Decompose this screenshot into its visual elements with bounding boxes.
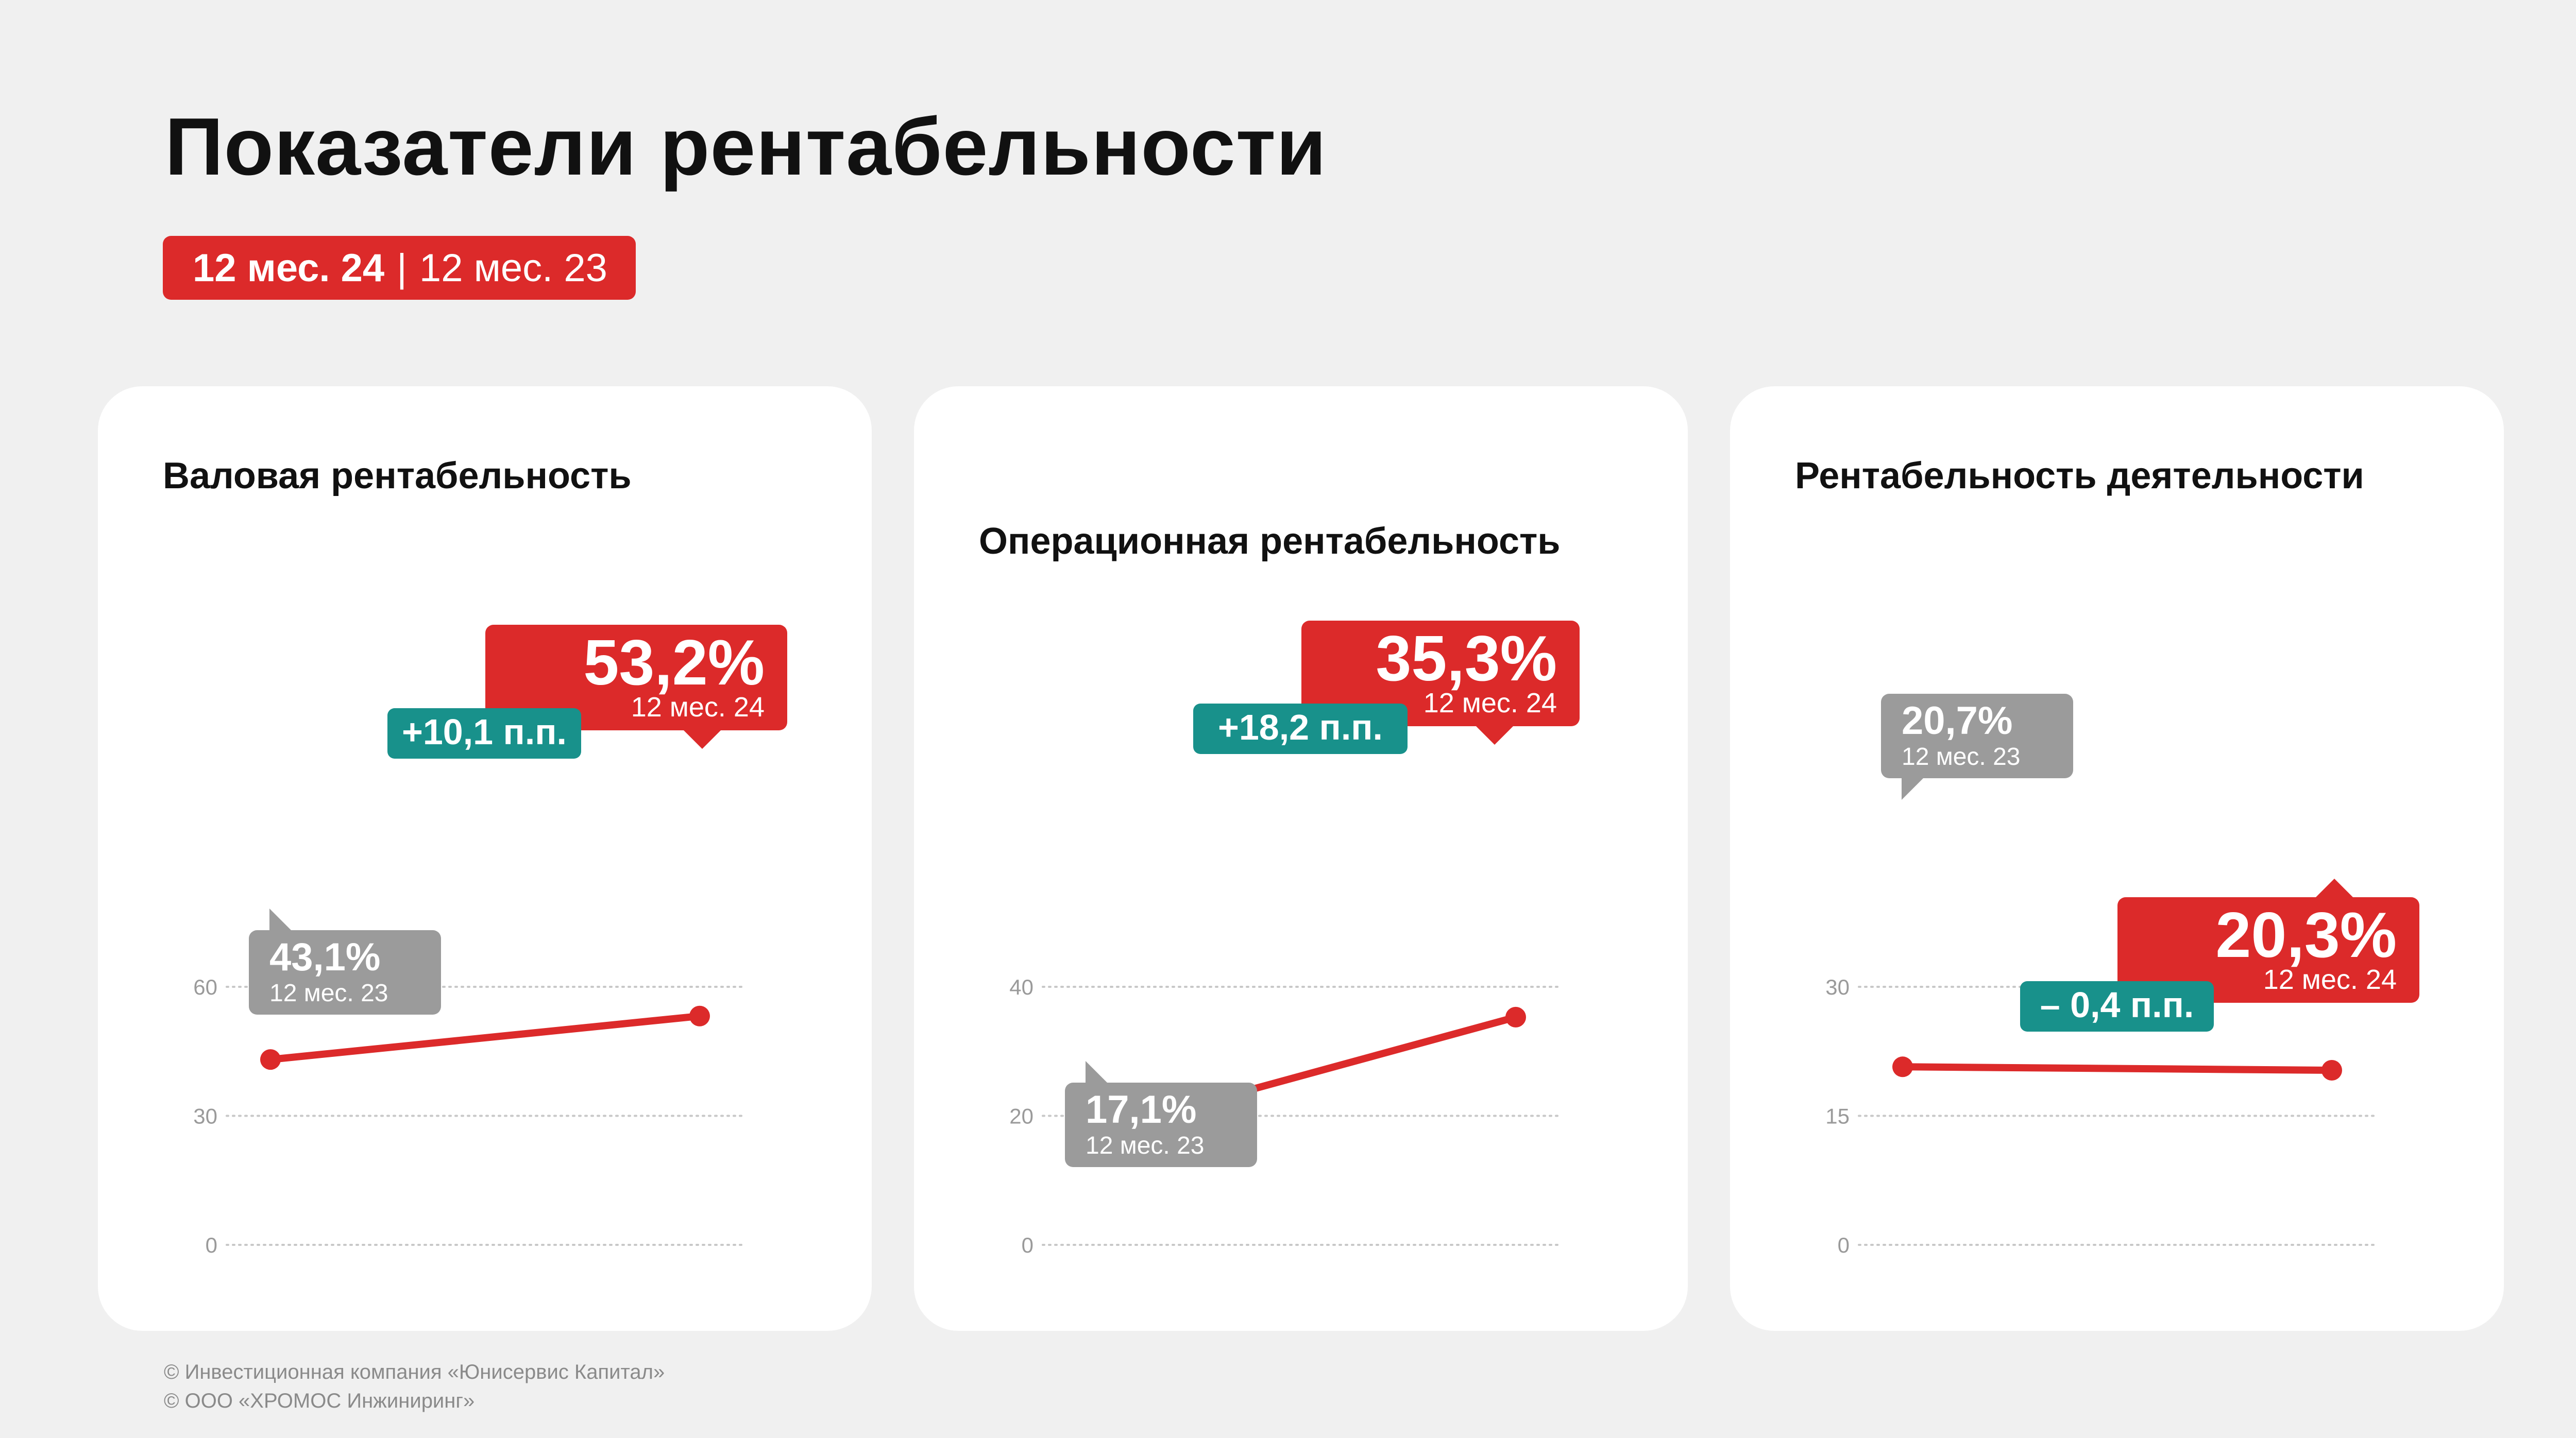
previous-period: 12 мес. 23	[1086, 1132, 1204, 1159]
previous-period: 12 мес. 23	[269, 980, 388, 1007]
callout-box	[1881, 694, 2073, 778]
data-point-current	[1505, 1006, 1526, 1028]
chart-title: Операционная рентабельность	[979, 521, 1561, 562]
footer-copyright-1: © Инвестиционная компания «Юнисервис Кап…	[164, 1361, 665, 1383]
chart-title: Рентабельность деятельности	[1795, 455, 2364, 497]
callout-pointer	[683, 729, 722, 749]
chart-card-activity: Рентабельность деятельности 0 15 30 20,7% 12 …	[1730, 386, 2504, 1331]
y-tick-label: 0	[206, 1233, 217, 1257]
previous-period: 12 мес. 23	[1902, 743, 2020, 771]
delta-badge: – 0,4 п.п.	[2020, 981, 2214, 1032]
y-tick-label: 40	[1009, 975, 1033, 999]
period-toggle[interactable]: 12 мес. 24 | 12 мес. 23	[163, 236, 636, 300]
data-point-current	[2321, 1059, 2342, 1081]
y-tick-label: 20	[1009, 1104, 1033, 1128]
y-tick-label: 30	[193, 1104, 217, 1128]
chart-operating: Операционная рентабельность0204017,1%12 …	[979, 521, 1580, 1257]
current-period: 12 мес. 24	[2263, 964, 2397, 995]
series-line	[267, 1012, 703, 1064]
period-separator: |	[397, 246, 407, 290]
delta-badge-box	[387, 708, 581, 759]
callout-box	[249, 930, 441, 1015]
callout-pointer	[269, 909, 292, 931]
series-line	[1899, 1063, 2335, 1074]
current-value: 20,3%	[2215, 900, 2397, 971]
footer-copyright-2: © ООО «ХРОМОС Инжиниринг»	[164, 1390, 475, 1412]
chart-card-gross: Валовая рентабельность 0 30 60 43,1% 12 мес. …	[98, 386, 872, 1331]
callout-pointer	[2315, 879, 2354, 898]
callout-box	[2117, 897, 2419, 1003]
delta-value: +18,2 п.п.	[1218, 707, 1383, 747]
previous-value: 43,1%	[269, 935, 381, 979]
y-tick-label: 0	[1022, 1233, 1033, 1257]
current-period: 12 мес. 24	[1423, 688, 1557, 718]
current-value: 53,2%	[583, 627, 765, 698]
callout-pointer	[1475, 725, 1514, 745]
current-value: 35,3%	[1376, 623, 1557, 694]
previous-value: 20,7%	[1902, 699, 2013, 743]
data-point-previous	[1892, 1056, 1913, 1077]
footer: © Инвестиционная компания «Юнисервис Кап…	[164, 1358, 665, 1415]
previous-value: 17,1%	[1086, 1088, 1197, 1132]
period-current-label[interactable]: 12 мес. 24	[193, 246, 385, 290]
current-value-callout: 20,3%12 мес. 24	[2117, 879, 2419, 1003]
delta-value: +10,1 п.п.	[402, 712, 567, 752]
delta-badge: +18,2 п.п.	[1193, 704, 1408, 754]
chart-title: Валовая рентабельность	[163, 455, 632, 497]
chart-card-operating: Операционная рентабельность 0 20 40 17,1% 12 …	[914, 386, 1688, 1331]
previous-value-callout: 43,1%12 мес. 23	[249, 909, 441, 1015]
callout-pointer	[1086, 1061, 1108, 1084]
current-value-callout: 53,2%12 мес. 24	[485, 625, 787, 749]
callout-box	[1301, 621, 1580, 726]
y-tick-label: 30	[1825, 975, 1850, 999]
data-point-current	[689, 1005, 710, 1026]
y-tick-label: 0	[1838, 1233, 1850, 1257]
y-tick-label: 15	[1825, 1104, 1850, 1128]
data-point-previous	[260, 1049, 281, 1070]
y-tick-label: 60	[193, 975, 217, 999]
page-title: Показатели рентабельности	[165, 101, 1327, 192]
callout-pointer	[1902, 777, 1924, 800]
period-previous-label[interactable]: 12 мес. 23	[419, 246, 607, 290]
previous-value-callout: 20,7%12 мес. 23	[1881, 694, 2073, 800]
delta-value: – 0,4 п.п.	[2040, 985, 2194, 1025]
current-period: 12 мес. 24	[631, 692, 765, 723]
callout-box	[485, 625, 787, 730]
chart-activity: Рентабельность деятельности0153020,7%12 …	[1795, 455, 2419, 1257]
callout-box	[1065, 1083, 1257, 1167]
current-value-callout: 35,3%12 мес. 24	[1301, 621, 1580, 745]
delta-badge: +10,1 п.п.	[387, 708, 581, 759]
delta-badge-box	[1193, 704, 1408, 754]
previous-value-callout: 17,1%12 мес. 23	[1065, 1061, 1257, 1167]
delta-badge-box	[2020, 981, 2214, 1032]
